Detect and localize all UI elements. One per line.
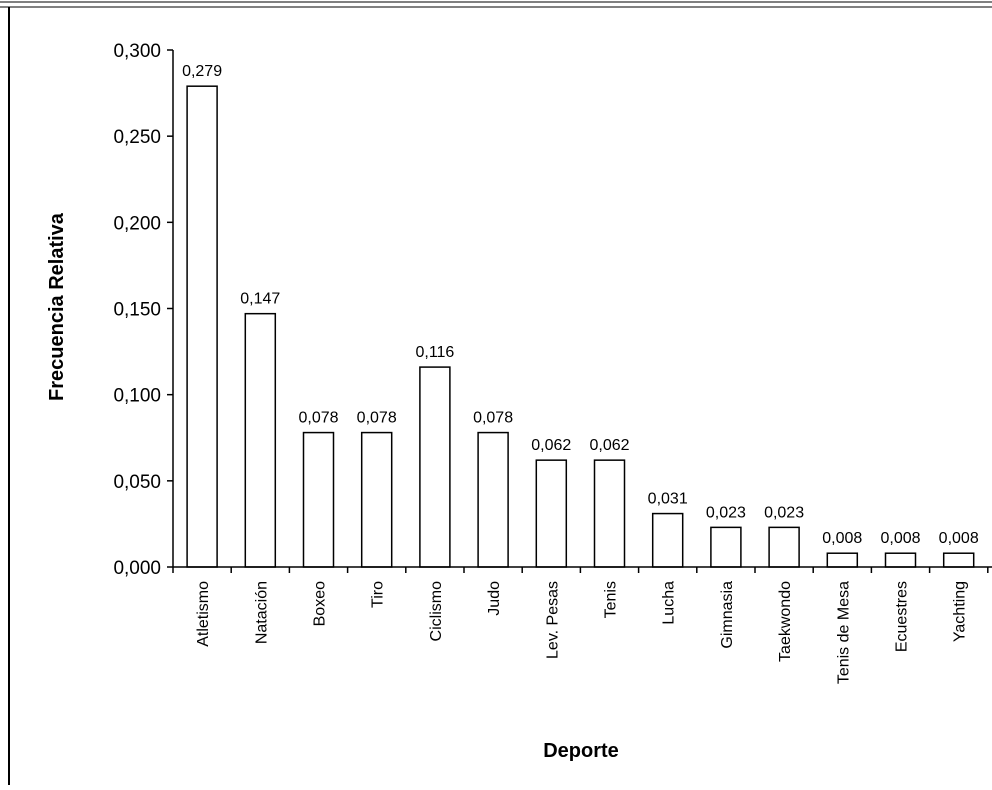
bar bbox=[535, 459, 568, 568]
data-label: 0,008 bbox=[822, 530, 862, 547]
data-label: 0,116 bbox=[415, 344, 454, 361]
category-label: Tenis bbox=[603, 581, 620, 618]
category-label: Ciclismo bbox=[428, 581, 445, 642]
bar bbox=[651, 512, 684, 568]
data-label: 0,078 bbox=[357, 410, 397, 427]
data-label: 0,008 bbox=[939, 530, 979, 547]
y-tick-label: 0,050 bbox=[113, 472, 161, 493]
bar bbox=[826, 552, 859, 568]
y-tick-label: 0,000 bbox=[113, 558, 161, 579]
data-label: 0,147 bbox=[240, 291, 280, 308]
bar bbox=[302, 431, 335, 568]
y-axis-ticks: 0,000 0,050 0,100 0,150 0,200 0,250 0,300 bbox=[113, 41, 173, 579]
data-label: 0,279 bbox=[182, 63, 222, 80]
y-tick-label: 0,150 bbox=[113, 300, 161, 321]
bar bbox=[884, 552, 917, 568]
bar bbox=[477, 431, 509, 568]
x-axis-title: Deporte bbox=[543, 740, 619, 762]
bars: 0,279 0,147 0,078 0,078 0,116 0,078 0,062 0,062… bbox=[182, 63, 979, 568]
category-label: Tiro bbox=[370, 581, 387, 608]
category-label: Lev. Pesas bbox=[544, 581, 561, 659]
data-label: 0,062 bbox=[531, 437, 571, 454]
category-label: Lucha bbox=[661, 581, 678, 625]
category-label: Taekwondo bbox=[777, 581, 794, 662]
category-label: Tenis de Mesa bbox=[835, 581, 852, 684]
data-label: 0,008 bbox=[880, 530, 920, 547]
x-axis-ticks: Atletismo Natación Boxeo Tiro Ciclismo Judo Le… bbox=[172, 567, 989, 684]
category-label: Ecuestres bbox=[894, 581, 911, 652]
data-label: 0,078 bbox=[298, 410, 338, 427]
category-label: Boxeo bbox=[312, 581, 329, 626]
bar bbox=[710, 526, 742, 568]
bar bbox=[768, 526, 800, 568]
category-label: Gimnasia bbox=[719, 581, 736, 649]
data-label: 0,031 bbox=[648, 491, 688, 508]
y-tick-label: 0,200 bbox=[113, 213, 161, 234]
category-label: Yachting bbox=[952, 581, 969, 642]
data-label: 0,023 bbox=[764, 504, 804, 521]
y-tick-label: 0,250 bbox=[113, 127, 161, 148]
y-tick-label: 0,300 bbox=[113, 41, 161, 62]
y-axis-title: Frecuencia Relativa bbox=[46, 212, 68, 401]
bar bbox=[244, 312, 277, 568]
data-label: 0,023 bbox=[706, 504, 746, 521]
bar bbox=[942, 552, 975, 568]
bar bbox=[360, 431, 393, 568]
category-label: Judo bbox=[486, 581, 503, 616]
bar bbox=[593, 459, 626, 568]
y-tick-label: 0,100 bbox=[113, 386, 161, 407]
bar bbox=[419, 366, 451, 568]
bar bbox=[186, 85, 218, 568]
data-label: 0,062 bbox=[589, 437, 629, 454]
data-label: 0,078 bbox=[473, 410, 513, 427]
category-label: Natación bbox=[253, 581, 270, 644]
category-label: Atletismo bbox=[195, 581, 212, 647]
